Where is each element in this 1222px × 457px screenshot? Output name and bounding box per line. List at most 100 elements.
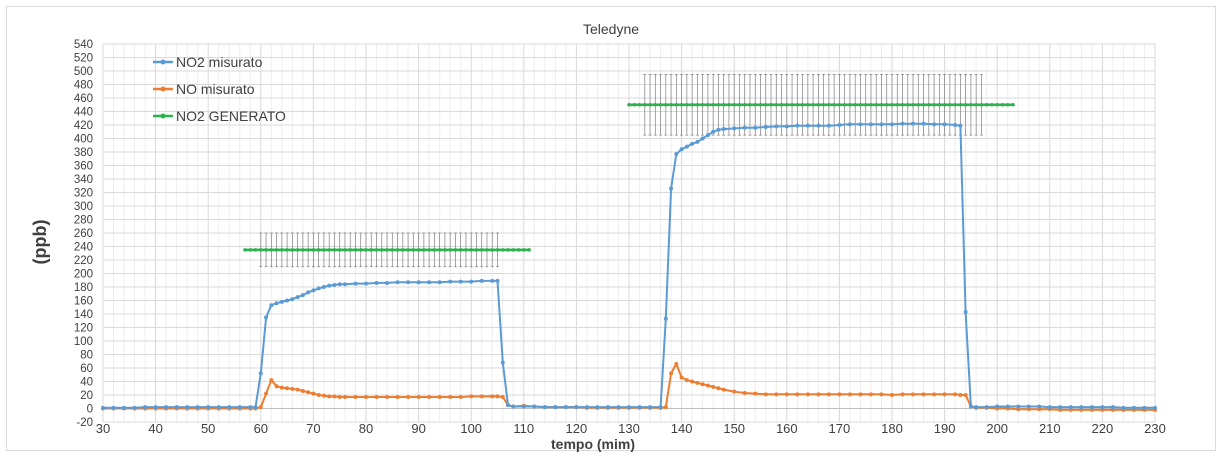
generated-point bbox=[290, 248, 295, 252]
y-tick-label: 240 bbox=[74, 242, 93, 254]
data-point bbox=[648, 405, 653, 410]
generated-point bbox=[511, 248, 516, 252]
y-tick-label: 120 bbox=[74, 323, 93, 335]
data-point bbox=[521, 404, 526, 409]
generated-point bbox=[837, 102, 842, 107]
data-point bbox=[911, 121, 916, 126]
data-point bbox=[295, 295, 300, 300]
data-point bbox=[663, 405, 668, 410]
data-point bbox=[342, 395, 347, 400]
data-point bbox=[506, 403, 511, 408]
y-tick-label: 20 bbox=[80, 390, 93, 402]
generated-point bbox=[716, 102, 721, 107]
generated-point bbox=[706, 102, 710, 107]
data-point bbox=[295, 387, 300, 392]
generated-point bbox=[963, 102, 968, 107]
data-point bbox=[122, 405, 127, 410]
data-point bbox=[858, 122, 863, 127]
data-point bbox=[984, 405, 989, 410]
x-tick-label: 50 bbox=[201, 421, 215, 436]
data-point bbox=[279, 299, 284, 304]
generated-point bbox=[653, 102, 658, 107]
data-point bbox=[337, 282, 342, 287]
generated-point bbox=[411, 248, 416, 252]
generated-point bbox=[642, 102, 647, 107]
data-point bbox=[437, 395, 442, 400]
data-point bbox=[805, 123, 810, 128]
data-point bbox=[332, 282, 337, 287]
data-point bbox=[932, 392, 937, 397]
generated-point bbox=[490, 248, 495, 252]
generated-point bbox=[474, 248, 479, 252]
data-point bbox=[679, 147, 684, 152]
x-tick-label: 180 bbox=[881, 421, 903, 436]
legend-marker bbox=[160, 113, 166, 119]
legend-marker bbox=[160, 59, 166, 65]
data-point bbox=[321, 393, 326, 398]
generated-point bbox=[469, 248, 474, 252]
generated-point bbox=[948, 102, 952, 107]
data-point bbox=[290, 297, 295, 302]
y-tick-label: 180 bbox=[74, 282, 93, 294]
generated-point bbox=[301, 248, 305, 252]
data-point bbox=[584, 405, 589, 410]
generated-point bbox=[343, 248, 347, 252]
data-point bbox=[805, 392, 810, 397]
data-point bbox=[553, 405, 558, 410]
x-tick-label: 130 bbox=[618, 421, 640, 436]
data-point bbox=[942, 122, 947, 127]
generated-point bbox=[869, 102, 873, 107]
generated-point bbox=[832, 102, 836, 107]
data-point bbox=[732, 126, 737, 131]
generated-point bbox=[369, 248, 374, 252]
data-point bbox=[164, 405, 169, 410]
data-point bbox=[490, 278, 495, 283]
data-point bbox=[185, 405, 190, 410]
generated-point bbox=[979, 102, 984, 107]
data-point bbox=[816, 392, 821, 397]
generated-point bbox=[522, 248, 526, 252]
x-tick-label: 150 bbox=[723, 421, 745, 436]
generated-point bbox=[669, 102, 673, 107]
y-tick-label: 480 bbox=[74, 80, 93, 92]
generated-point bbox=[327, 248, 331, 252]
x-tick-label: 210 bbox=[1039, 421, 1061, 436]
data-point bbox=[1089, 405, 1094, 410]
data-point bbox=[847, 122, 852, 127]
data-point bbox=[921, 392, 926, 397]
generated-point bbox=[990, 102, 994, 107]
data-point bbox=[101, 405, 105, 410]
generated-point bbox=[322, 248, 326, 252]
chart-area-border bbox=[6, 6, 1216, 451]
data-point bbox=[395, 280, 400, 285]
generated-point bbox=[285, 248, 289, 252]
generated-point bbox=[259, 248, 263, 252]
x-tick-label: 230 bbox=[1144, 421, 1166, 436]
x-axis-ticks: 30 40 50 60 70 80 90 100 110 120 130 140 150 160 170 18… bbox=[96, 421, 1166, 436]
generated-point bbox=[969, 102, 973, 107]
generated-point bbox=[790, 102, 794, 107]
data-point bbox=[216, 405, 221, 410]
generated-point bbox=[779, 102, 784, 107]
generated-point bbox=[879, 102, 884, 107]
data-point bbox=[264, 315, 269, 320]
data-point bbox=[1121, 405, 1126, 410]
data-point bbox=[921, 121, 926, 126]
y-tick-label: 140 bbox=[74, 309, 93, 321]
generated-point bbox=[632, 102, 637, 107]
y-axis-title: (ppb) bbox=[30, 220, 50, 265]
data-point bbox=[963, 393, 968, 397]
generated-point bbox=[627, 102, 631, 107]
data-point bbox=[1153, 405, 1157, 410]
generated-point bbox=[858, 102, 863, 107]
data-point bbox=[690, 141, 695, 146]
data-point bbox=[469, 394, 474, 399]
data-point bbox=[669, 371, 674, 376]
data-point bbox=[306, 390, 311, 395]
generated-point bbox=[516, 248, 521, 252]
y-tick-label: 280 bbox=[74, 215, 93, 227]
generated-point bbox=[721, 102, 726, 107]
data-point bbox=[416, 280, 421, 285]
generated-point bbox=[795, 102, 800, 107]
data-point bbox=[674, 152, 679, 157]
